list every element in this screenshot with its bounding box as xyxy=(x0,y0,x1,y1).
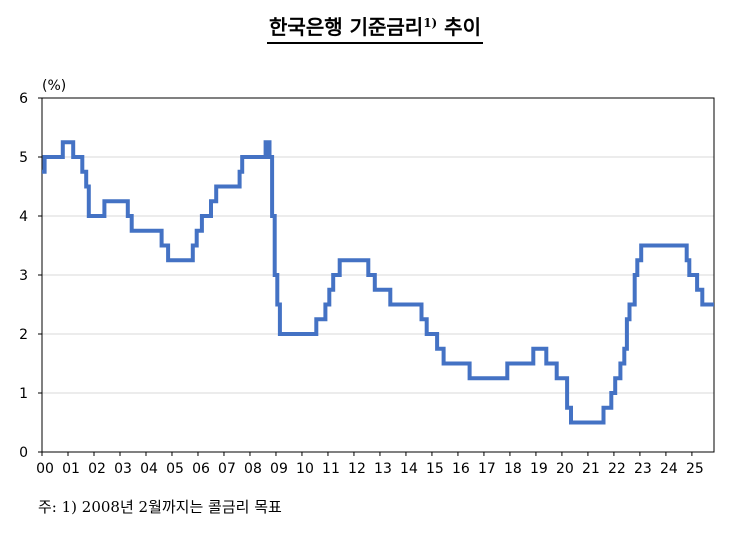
chart-title: 한국은행 기준금리1) 추이 xyxy=(0,14,750,44)
y-axis-unit-label: (%) xyxy=(42,78,66,94)
gridlines xyxy=(42,156,714,394)
series-group xyxy=(42,140,714,425)
x-tick-label-07: 07 xyxy=(218,461,236,477)
x-tick-label-17: 17 xyxy=(478,461,496,477)
x-tick-label-13: 13 xyxy=(374,461,392,477)
x-tick-label-25: 25 xyxy=(686,461,704,477)
x-tick-label-02: 02 xyxy=(88,461,106,477)
footnote: 주: 1) 2008년 2월까지는 콜금리 목표 xyxy=(38,498,282,516)
x-tick-label-03: 03 xyxy=(114,461,132,477)
x-tick-label-24: 24 xyxy=(660,461,678,477)
x-tick-label-12: 12 xyxy=(348,461,366,477)
y-tick-label: 3 xyxy=(19,268,28,284)
x-tick-label-04: 04 xyxy=(140,461,158,477)
x-tick-label-16: 16 xyxy=(452,461,470,477)
x-axis-ticks: 00 01 02 03 04 05 06 07 08 09 10 11 12 13 14 15 16 17 18 19… xyxy=(36,452,704,477)
y-tick-label: 4 xyxy=(19,209,28,225)
x-tick-label-14: 14 xyxy=(400,461,418,477)
y-tick-label: 5 xyxy=(19,150,28,166)
series-line-0 xyxy=(42,140,714,425)
x-tick-label-18: 18 xyxy=(504,461,522,477)
x-tick-label-05: 05 xyxy=(166,461,184,477)
y-tick-label: 1 xyxy=(19,386,28,402)
y-axis-ticks: 0 1 2 3 4 5 6 xyxy=(19,91,42,461)
x-tick-label-00: 00 xyxy=(36,461,54,477)
chart-title-footnote-mark: 1) xyxy=(423,16,438,30)
x-tick-label-20: 20 xyxy=(556,461,574,477)
x-tick-label-08: 08 xyxy=(244,461,262,477)
x-tick-label-01: 01 xyxy=(62,461,80,477)
x-tick-label-09: 09 xyxy=(270,461,288,477)
x-tick-label-15: 15 xyxy=(426,461,444,477)
chart-title-suffix: 추이 xyxy=(437,15,481,39)
y-tick-label: 0 xyxy=(19,445,28,461)
x-tick-label-19: 19 xyxy=(530,461,548,477)
x-tick-label-22: 22 xyxy=(608,461,626,477)
x-tick-label-11: 11 xyxy=(322,461,340,477)
y-tick-label: 2 xyxy=(19,327,28,343)
y-tick-label: 6 xyxy=(19,91,28,107)
x-tick-label-10: 10 xyxy=(296,461,314,477)
x-tick-label-23: 23 xyxy=(634,461,652,477)
x-tick-label-06: 06 xyxy=(192,461,210,477)
x-tick-label-21: 21 xyxy=(582,461,600,477)
chart-title-main: 한국은행 기준금리 xyxy=(269,15,424,39)
